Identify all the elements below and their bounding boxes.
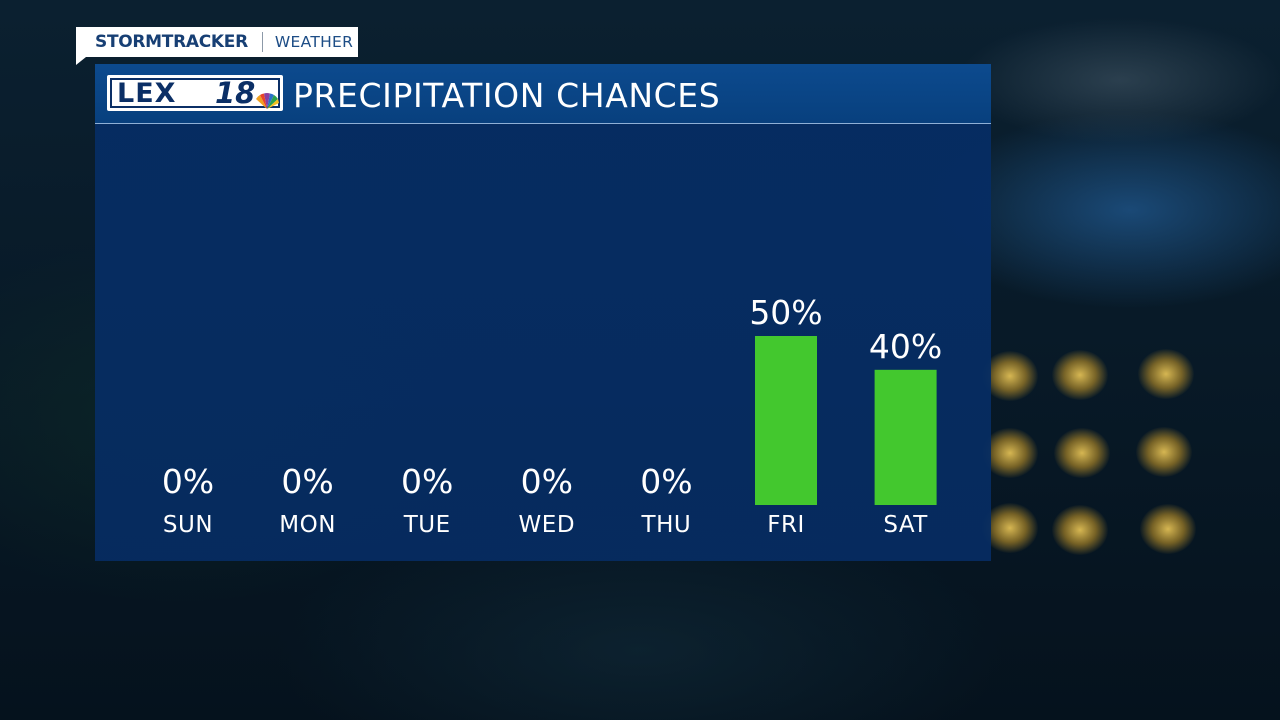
value-label-sat: 40% xyxy=(869,327,942,366)
value-label-mon: 0% xyxy=(281,462,333,501)
day-label-wed: WED xyxy=(519,512,575,538)
stormtracker-weather-tag: STORMTRACKER WEATHER xyxy=(76,27,358,57)
tag-notch xyxy=(76,57,86,65)
day-label-fri: FRI xyxy=(767,512,805,538)
day-label-sun: SUN xyxy=(163,512,213,538)
value-label-wed: 0% xyxy=(521,462,573,501)
day-label-sat: SAT xyxy=(883,512,928,538)
precipitation-bar-chart: 0% SUN 0% MON 0% TUE 0% WED 0% THU 50% FRI 40% SAT xyxy=(162,293,942,538)
stormtracker-brand: STORMTRACKER xyxy=(95,32,248,52)
value-label-fri: 50% xyxy=(749,293,822,332)
value-label-sun: 0% xyxy=(162,462,214,501)
day-label-tue: TUE xyxy=(403,512,451,538)
bar-fri xyxy=(755,336,817,505)
day-label-thu: THU xyxy=(641,512,692,538)
value-label-tue: 0% xyxy=(401,462,453,501)
value-label-thu: 0% xyxy=(640,462,692,501)
logo-number: 18 xyxy=(215,76,256,110)
logo-text: LEX xyxy=(117,78,177,109)
lex18-logo: LEX 18 xyxy=(107,75,283,111)
panel-header: LEX 18 PRECIPITATION CHANCES xyxy=(95,64,991,124)
weather-section-label: WEATHER xyxy=(274,33,354,51)
bar-sat xyxy=(874,369,937,505)
chart-title: PRECIPITATION CHANCES xyxy=(293,76,721,115)
precipitation-panel: LEX 18 PRECIPITATION CHANCES 0% SUN 0% MON 0… xyxy=(95,64,991,561)
day-label-mon: MON xyxy=(279,512,336,538)
tag-divider xyxy=(261,32,263,52)
peacock-icon xyxy=(256,93,279,109)
